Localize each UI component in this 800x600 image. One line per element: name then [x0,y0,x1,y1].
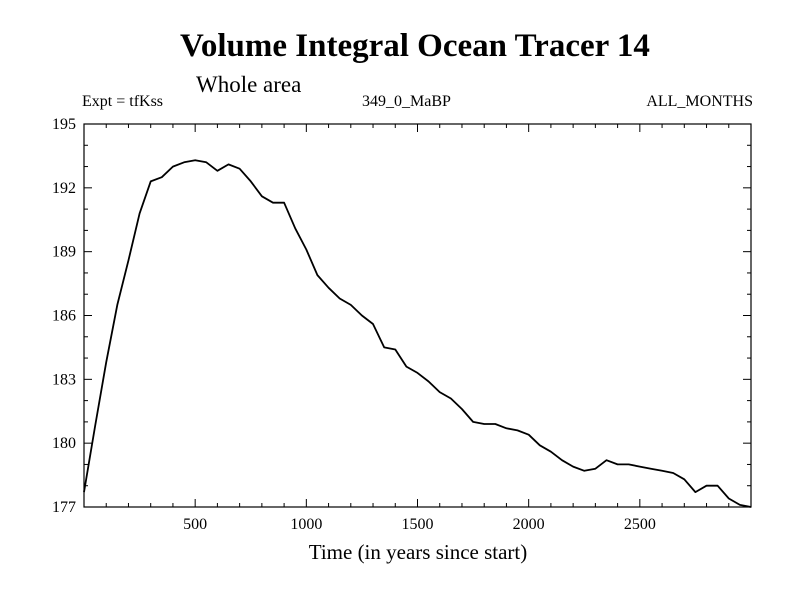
period-label: 349_0_MaBP [362,93,451,110]
x-tick-label: 500 [183,516,207,533]
y-tick-labels: 177 180 183 186 189 192 195 [52,116,76,516]
x-tick-label: 2500 [624,516,656,533]
y-tick-label: 177 [52,499,76,516]
experiment-label: Expt = tfKss [82,93,164,110]
x-tick-label: 1000 [290,516,322,533]
plot-frame [83,123,752,508]
y-tick-label: 192 [52,180,76,197]
x-tick-label: 2000 [513,516,545,533]
x-axis-label: Time (in years since start) [308,540,528,564]
y-tick-label: 189 [52,244,76,261]
x-tick-labels: 500 1000 1500 2000 2500 [183,516,656,533]
y-tick-label: 183 [52,371,76,388]
months-label: ALL_MONTHS [646,93,753,110]
chart-subtitle: Whole area [196,72,302,97]
y-tick-label: 186 [52,308,76,325]
y-tick-label: 180 [52,435,76,452]
series-line [83,159,752,508]
y-tick-label: 195 [52,116,76,133]
axis-ticks [84,124,751,507]
x-tick-label: 1500 [402,516,434,533]
chart-title: Volume Integral Ocean Tracer 14 [180,28,650,64]
